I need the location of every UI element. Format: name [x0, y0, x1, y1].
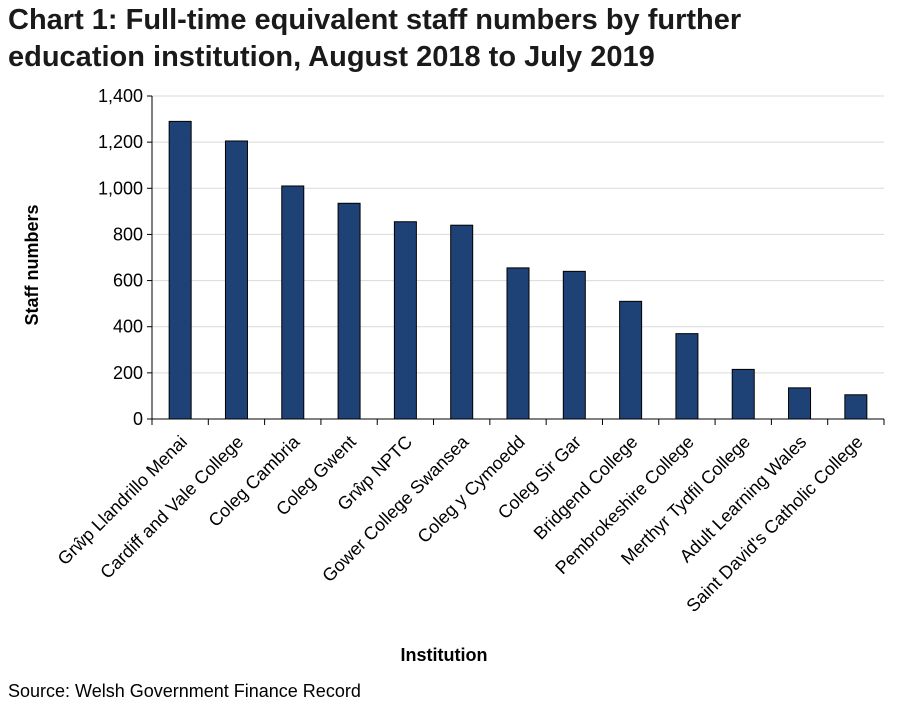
bar: [844, 394, 868, 420]
y-tick-label: 200: [113, 363, 143, 383]
bar: [168, 120, 192, 420]
chart-title: Chart 1: Full-time equivalent staff numb…: [8, 4, 742, 73]
x-axis-label: Institution: [401, 645, 488, 665]
x-tick-label: Bridgend College: [530, 432, 642, 544]
bar: [562, 270, 586, 420]
bar: [675, 333, 699, 420]
bar: [619, 300, 643, 420]
x-tick-label: Coleg y Cymoedd: [414, 432, 529, 547]
bar: [337, 202, 361, 420]
y-tick-label: 800: [113, 224, 143, 244]
bar: [788, 387, 812, 420]
bar: [506, 267, 530, 420]
y-tick-label: 600: [113, 271, 143, 291]
y-tick-label: 0: [133, 409, 143, 429]
y-tick-label: 1,200: [98, 132, 143, 152]
bar: [281, 185, 305, 420]
y-axis-label: Staff numbers: [22, 204, 42, 325]
bar: [393, 221, 417, 420]
bar: [731, 368, 755, 420]
y-tick-label: 400: [113, 317, 143, 337]
bar: [450, 224, 474, 420]
y-tick-label: 1,400: [98, 86, 143, 106]
y-tick-label: 1,000: [98, 178, 143, 198]
source: Source: Welsh Government Finance Record: [8, 681, 361, 701]
bar: [224, 140, 248, 420]
